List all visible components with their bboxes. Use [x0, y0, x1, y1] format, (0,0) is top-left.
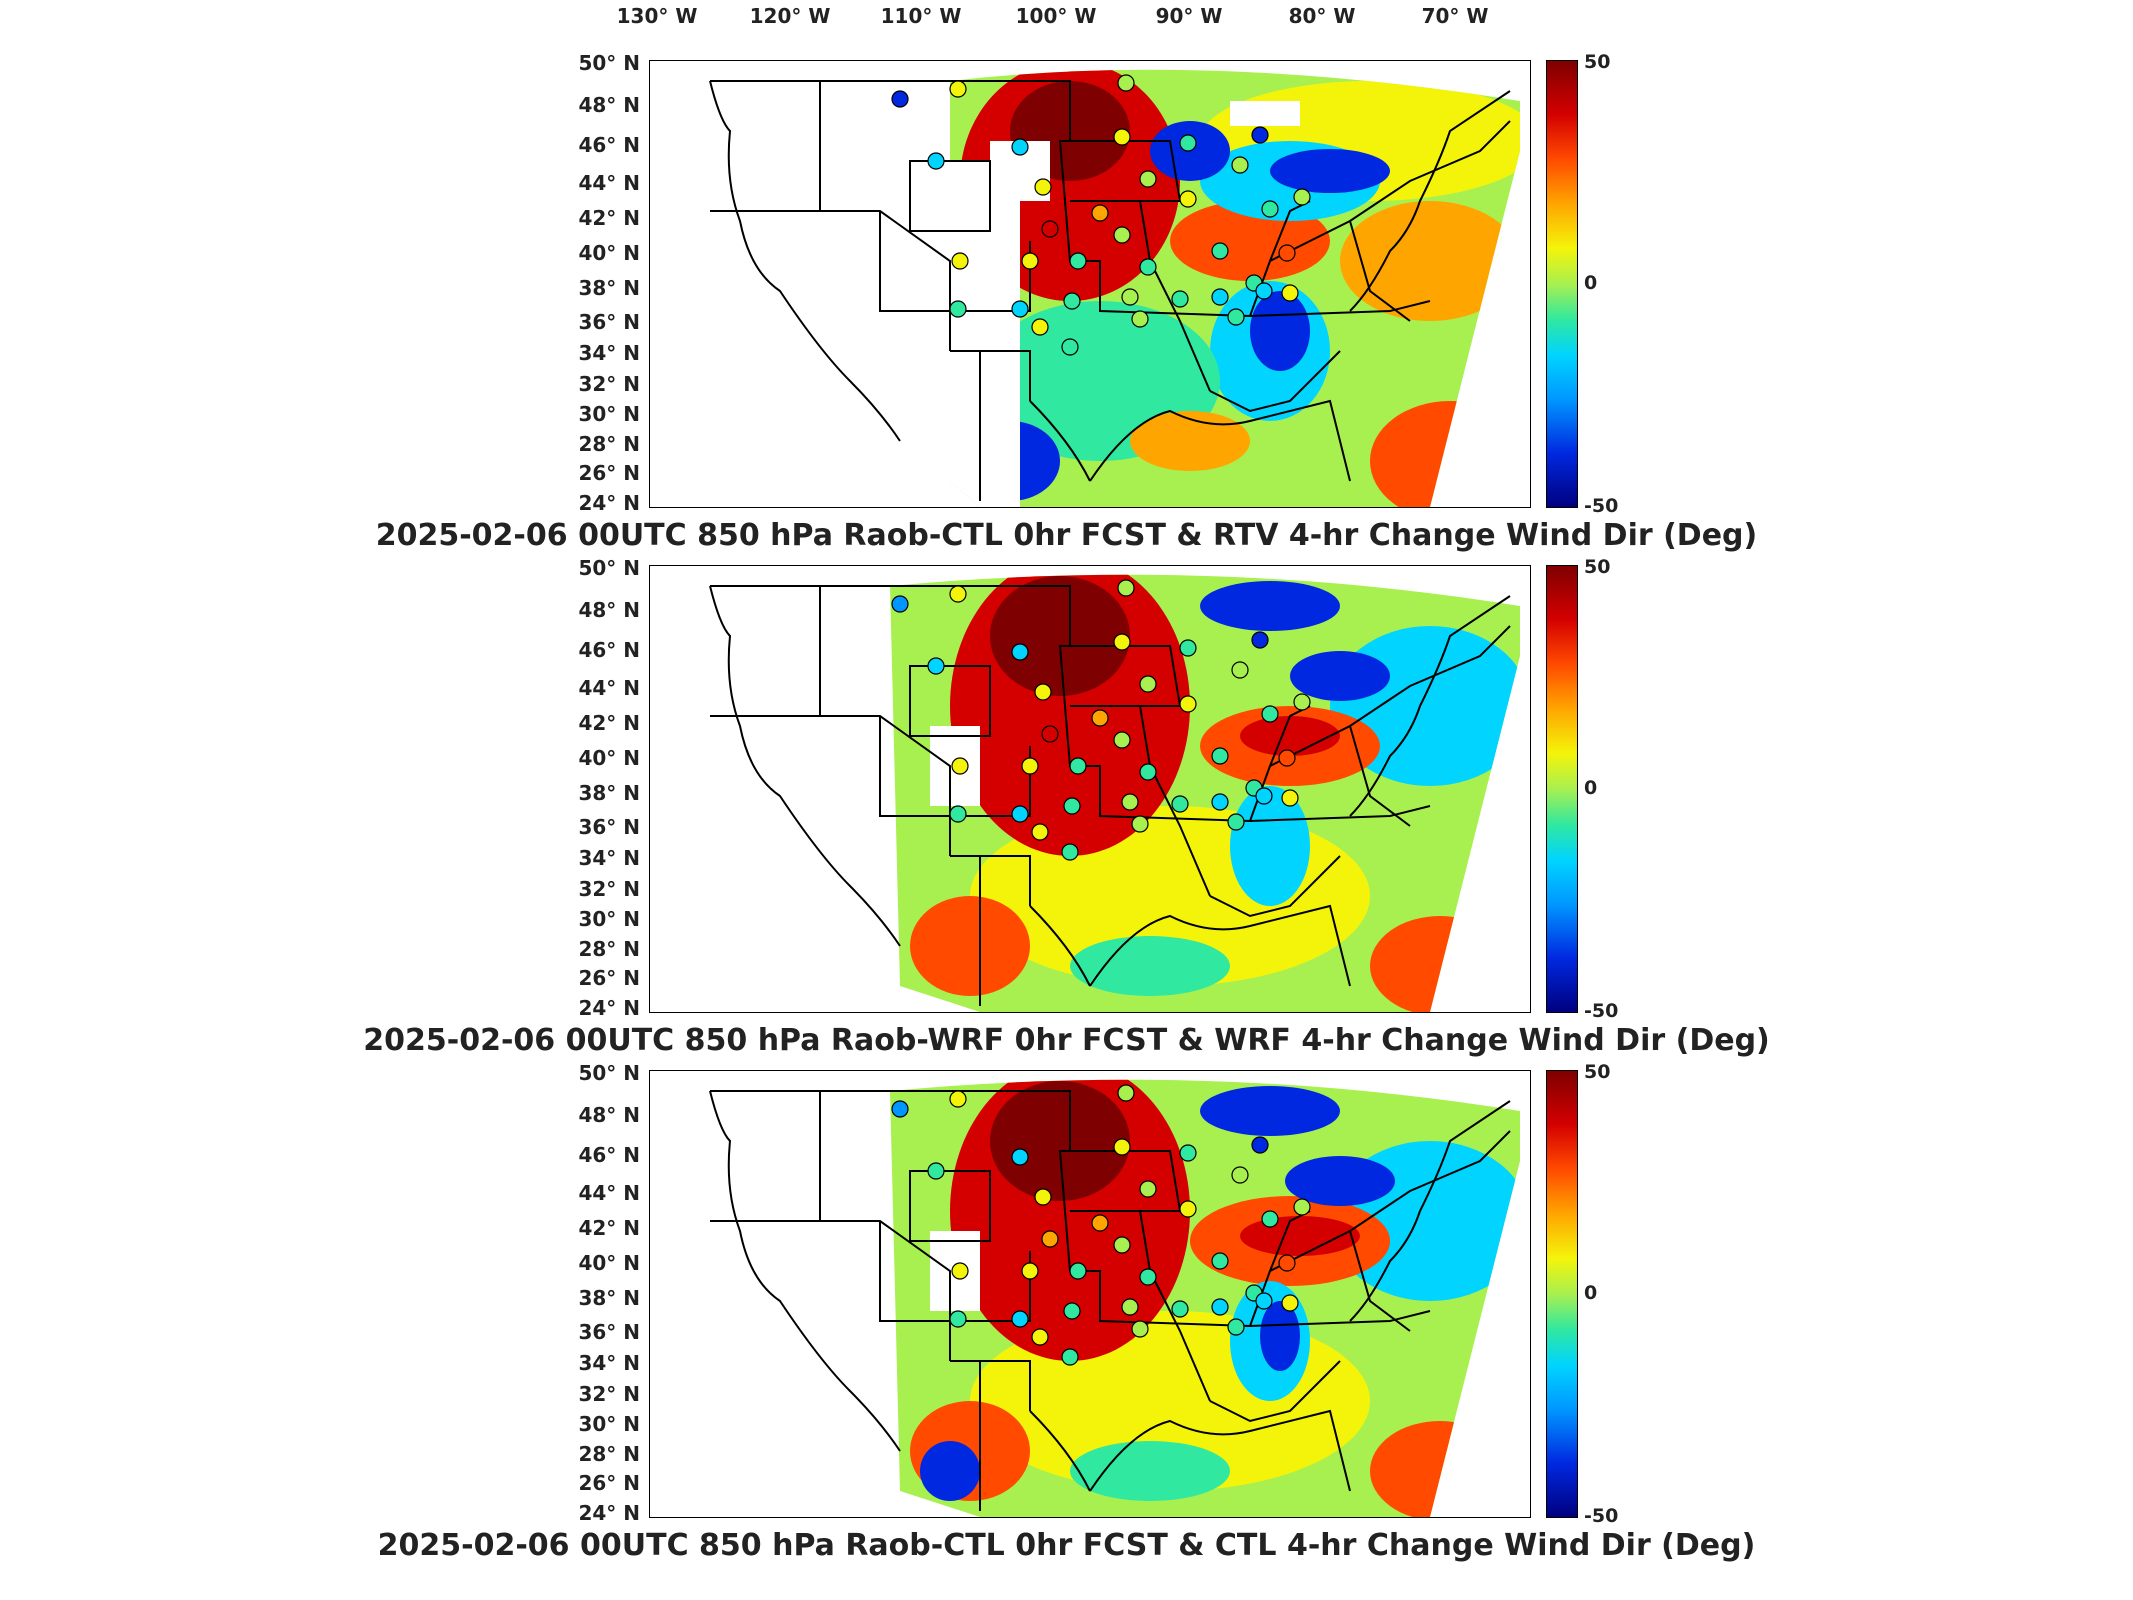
- latitude-axis-labels: 50° N 48° N 46° N 44° N 42° N 40° N 38° …: [578, 1061, 640, 1525]
- lat-label: 44° N: [578, 1181, 640, 1205]
- lon-label-90w: 90° W: [1155, 4, 1223, 28]
- lon-label-110w: 110° W: [880, 4, 962, 28]
- lat-label: 48° N: [578, 1103, 640, 1127]
- lat-label: 24° N: [578, 996, 640, 1020]
- lat-label: 34° N: [578, 1351, 640, 1375]
- lat-label: 38° N: [578, 276, 640, 300]
- lat-label: 38° N: [578, 1286, 640, 1310]
- lat-label: 42° N: [578, 1216, 640, 1240]
- lat-label: 46° N: [578, 638, 640, 662]
- wind-field: [890, 574, 1520, 1012]
- lat-label: 50° N: [578, 51, 640, 75]
- colorbar-max-label: 50: [1584, 556, 1611, 578]
- lon-label-70w: 70° W: [1421, 4, 1489, 28]
- raob-stations: [891, 579, 1311, 861]
- lat-label: 26° N: [578, 1471, 640, 1495]
- colorbar-min-label: -50: [1584, 1505, 1619, 1527]
- lat-label: 36° N: [578, 1320, 640, 1344]
- lat-label: 50° N: [578, 556, 640, 580]
- panel-title: 2025-02-06 00UTC 850 hPa Raob-CTL 0hr FC…: [375, 518, 1758, 553]
- lat-label: 26° N: [578, 461, 640, 485]
- lat-label: 24° N: [578, 491, 640, 515]
- lat-label: 38° N: [578, 781, 640, 805]
- lat-label: 28° N: [578, 937, 640, 961]
- wind-direction-map: [649, 1070, 1531, 1518]
- colorbar-min-label: -50: [1584, 1000, 1619, 1022]
- colorbar: [1546, 565, 1578, 1013]
- lat-label: 44° N: [578, 676, 640, 700]
- map-graphic: [709, 1079, 1520, 1517]
- lat-label: 30° N: [578, 1412, 640, 1436]
- lat-label: 36° N: [578, 310, 640, 334]
- lat-label: 42° N: [578, 711, 640, 735]
- lat-label: 32° N: [578, 877, 640, 901]
- wind-direction-map: [649, 60, 1531, 508]
- raob-stations: [891, 74, 1311, 356]
- lat-label: 26° N: [578, 966, 640, 990]
- lat-label: 32° N: [578, 372, 640, 396]
- wind-field: [950, 69, 1520, 507]
- lat-label: 30° N: [578, 402, 640, 426]
- lat-label: 40° N: [578, 241, 640, 265]
- colorbar-max-label: 50: [1584, 1061, 1611, 1083]
- colorbar: [1546, 1070, 1578, 1518]
- colorbar: [1546, 60, 1578, 508]
- lat-label: 44° N: [578, 171, 640, 195]
- colorbar-min-label: -50: [1584, 495, 1619, 517]
- colorbar-max-label: 50: [1584, 51, 1611, 73]
- lat-label: 34° N: [578, 341, 640, 365]
- lat-label: 36° N: [578, 815, 640, 839]
- latitude-axis-labels: 50° N 48° N 46° N 44° N 42° N 40° N 38° …: [578, 556, 640, 1020]
- map-graphic: [709, 574, 1520, 1012]
- panel-title: 2025-02-06 00UTC 850 hPa Raob-CTL 0hr FC…: [377, 1528, 1756, 1563]
- lon-label-120w: 120° W: [749, 4, 831, 28]
- lat-label: 46° N: [578, 133, 640, 157]
- lat-label: 40° N: [578, 746, 640, 770]
- lat-label: 40° N: [578, 1251, 640, 1275]
- wind-field: [890, 1079, 1520, 1517]
- lon-label-100w: 100° W: [1015, 4, 1097, 28]
- wind-direction-map: [649, 565, 1531, 1013]
- lat-label: 46° N: [578, 1143, 640, 1167]
- lat-label: 28° N: [578, 432, 640, 456]
- map-graphic: [709, 69, 1520, 507]
- longitude-axis-labels: 130° W 120° W 110° W 100° W 90° W 80° W …: [0, 4, 2133, 44]
- lat-label: 30° N: [578, 907, 640, 931]
- lon-label-130w: 130° W: [616, 4, 698, 28]
- lon-label-80w: 80° W: [1288, 4, 1356, 28]
- lat-label: 50° N: [578, 1061, 640, 1085]
- lat-label: 34° N: [578, 846, 640, 870]
- lat-label: 28° N: [578, 1442, 640, 1466]
- lat-label: 24° N: [578, 1501, 640, 1525]
- panel-title: 2025-02-06 00UTC 850 hPa Raob-WRF 0hr FC…: [363, 1023, 1770, 1058]
- lat-label: 48° N: [578, 93, 640, 117]
- lat-label: 42° N: [578, 206, 640, 230]
- latitude-axis-labels: 50° N 48° N 46° N 44° N 42° N 40° N 38° …: [578, 51, 640, 515]
- colorbar-zero-label: 0: [1584, 777, 1598, 799]
- raob-stations: [891, 1084, 1311, 1366]
- lat-label: 32° N: [578, 1382, 640, 1406]
- colorbar-zero-label: 0: [1584, 272, 1598, 294]
- colorbar-zero-label: 0: [1584, 1282, 1598, 1304]
- lat-label: 48° N: [578, 598, 640, 622]
